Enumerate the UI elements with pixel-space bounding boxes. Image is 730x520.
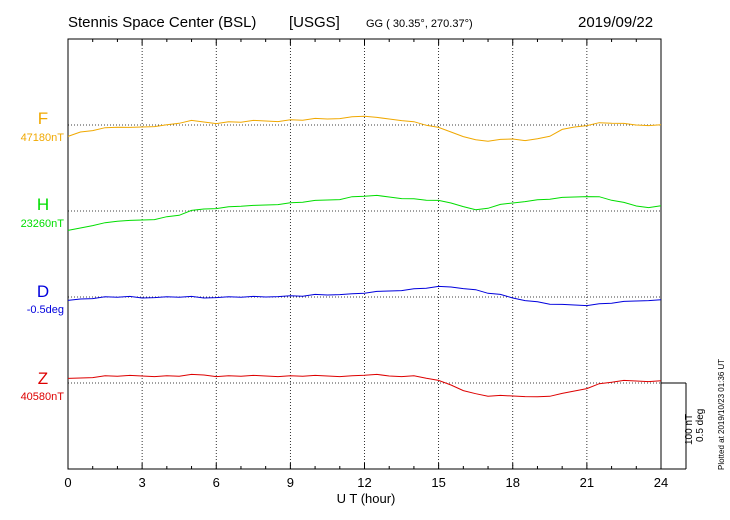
scale-deg-label: 0.5 deg <box>695 409 706 442</box>
x-tick-label: 18 <box>506 475 520 490</box>
baseline-label-h: 23260nT <box>21 218 65 230</box>
x-tick-label: 21 <box>580 475 594 490</box>
baseline-label-f: 47180nT <box>21 132 65 144</box>
series-lines <box>67 115 662 398</box>
baseline-label-z: 40580nT <box>21 391 65 403</box>
series-name-h: H <box>37 195 49 214</box>
series-labels: F 47180nT H 23260nT D -0.5deg Z 40580nT <box>21 109 65 403</box>
agency-label: [USGS] <box>289 14 340 31</box>
series-line-h <box>67 194 662 231</box>
series-line-d <box>67 285 662 307</box>
x-tick-label: 3 <box>139 475 146 490</box>
baseline-label-d: -0.5deg <box>27 304 64 316</box>
x-tick-label: 24 <box>654 475 668 490</box>
plot-frame <box>67 38 662 470</box>
series-line-f <box>67 115 662 142</box>
x-tick-label: 12 <box>357 475 371 490</box>
x-tick-label: 6 <box>213 475 220 490</box>
chart-date: 2019/09/22 <box>578 14 653 31</box>
x-tick-label: 0 <box>64 475 71 490</box>
series-line-z <box>67 373 662 398</box>
x-tick-label: 9 <box>287 475 294 490</box>
plotted-timestamp: Plotted at 2019/10/23 01:36 UT <box>717 359 726 470</box>
series-name-f: F <box>38 109 48 128</box>
x-axis-ticks: 0 3 6 9 12 15 18 21 24 <box>64 39 668 490</box>
scale-nt-label: 100 nT <box>684 414 695 445</box>
series-name-z: Z <box>38 369 48 388</box>
series-name-d: D <box>37 282 49 301</box>
x-axis-label: U T (hour) <box>337 491 396 506</box>
coordinates-label: GG ( 30.35°, 270.37°) <box>366 18 473 30</box>
station-title: Stennis Space Center (BSL) <box>68 14 256 31</box>
x-tick-label: 15 <box>431 475 445 490</box>
grid-lines <box>68 39 661 469</box>
